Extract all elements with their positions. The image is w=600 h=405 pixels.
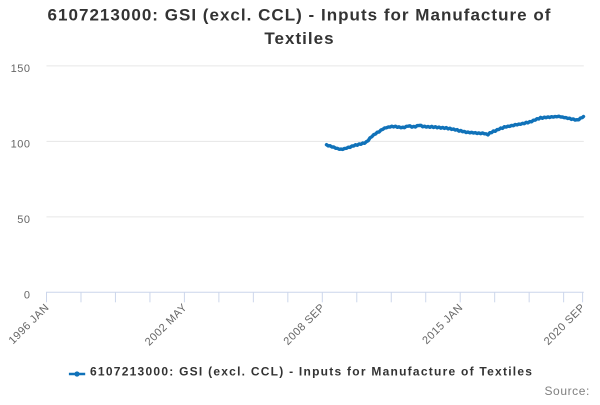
svg-text:Source:: Source: [544, 384, 590, 398]
svg-text:150: 150 [11, 63, 31, 75]
svg-text:Textiles: Textiles [264, 29, 334, 48]
svg-text:50: 50 [17, 214, 30, 226]
svg-text:6107213000: GSI (excl. CCL) -: 6107213000: GSI (excl. CCL) - Inputs for… [48, 6, 552, 25]
svg-text:0: 0 [24, 290, 31, 302]
svg-text:100: 100 [11, 139, 31, 151]
svg-text:6107213000: GSI (excl. CCL) -: 6107213000: GSI (excl. CCL) - Inputs for… [90, 365, 533, 379]
